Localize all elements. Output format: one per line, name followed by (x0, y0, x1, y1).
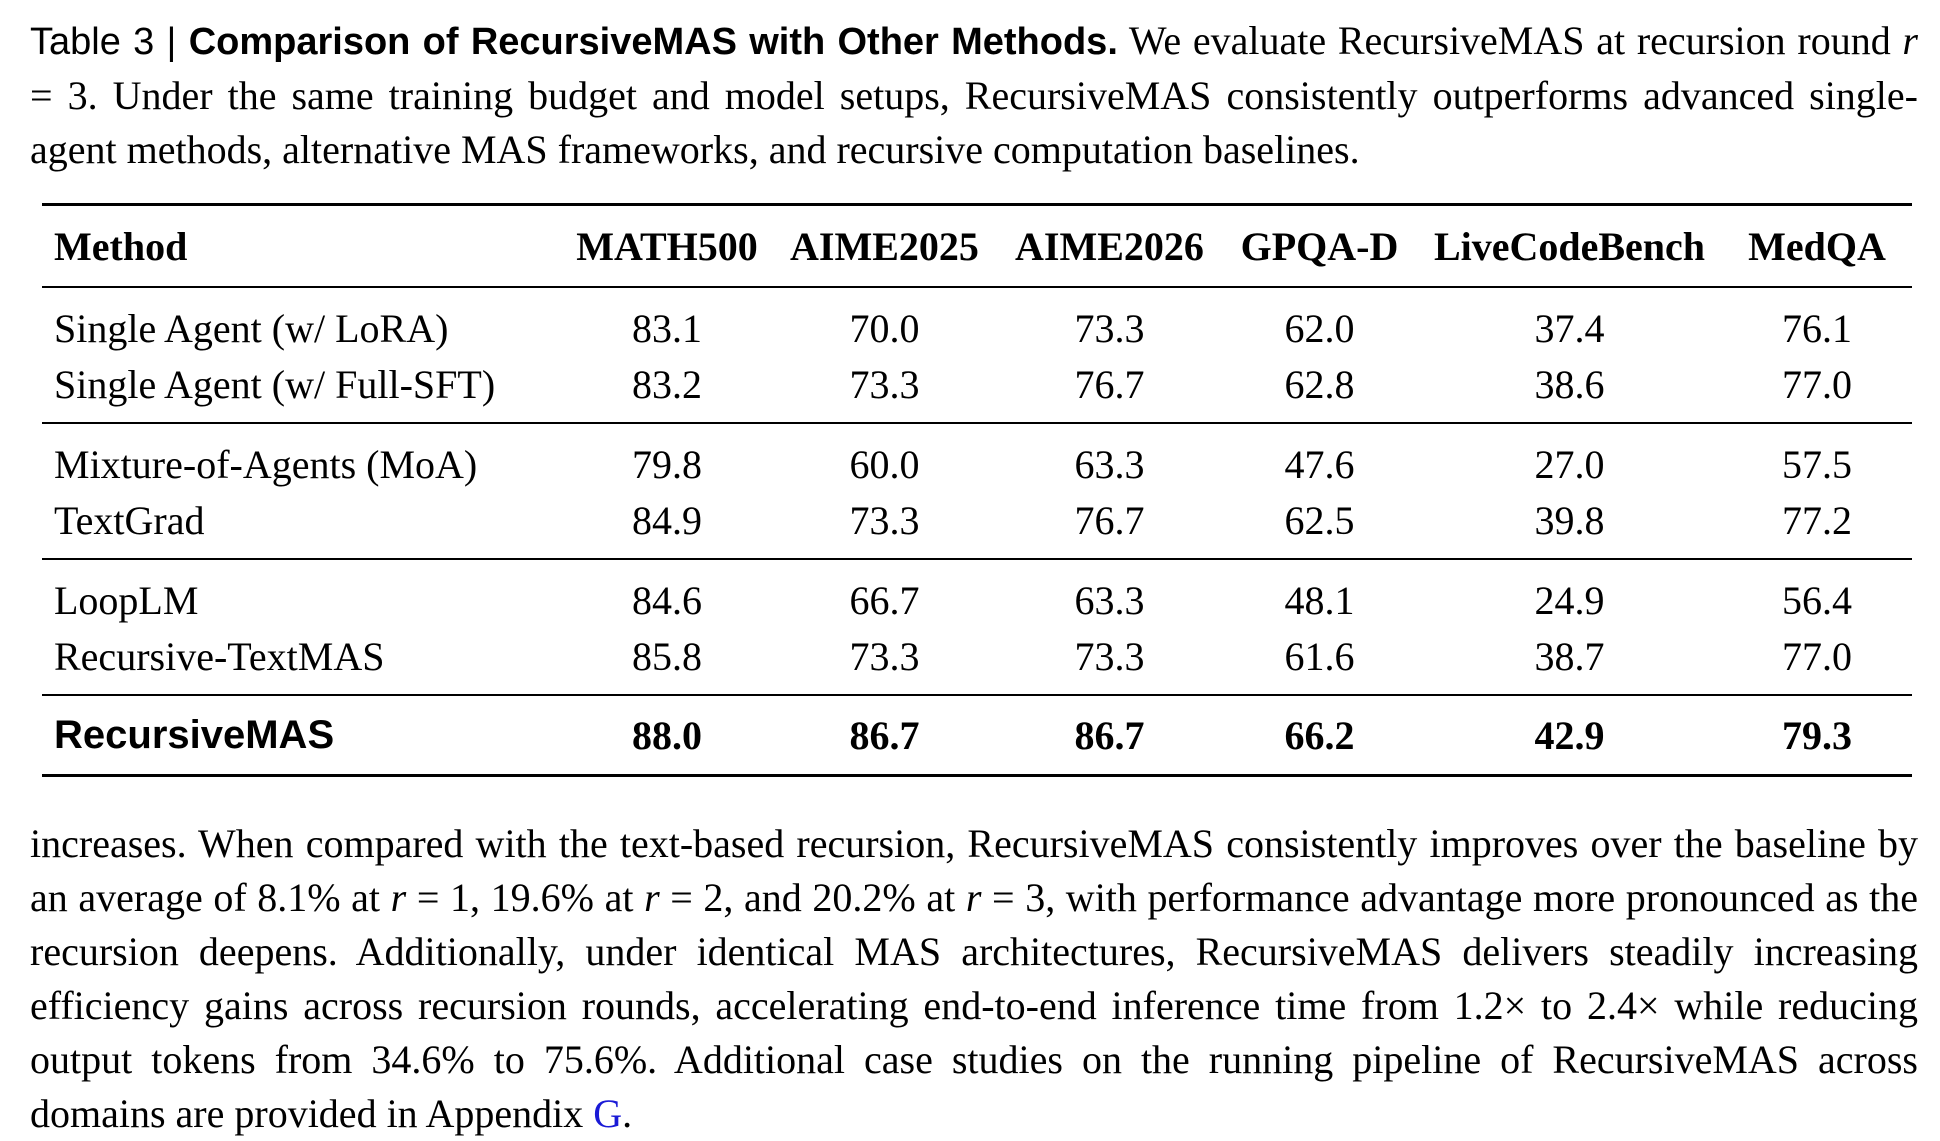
method-cell: RecursiveMAS (42, 695, 562, 777)
column-header: AIME2025 (772, 203, 997, 288)
body-text-5: . (622, 1091, 633, 1136)
table-header: Method MATH500 AIME2025 AIME2026 GPQA-D LiveC… (42, 203, 1912, 288)
header-row: Method MATH500 AIME2025 AIME2026 GPQA-D LiveC… (42, 203, 1912, 288)
caption-variable-r: r (1902, 18, 1918, 63)
score-cell: 66.2 (1222, 695, 1417, 777)
score-cell: 84.9 (562, 492, 772, 560)
score-cell: 79.3 (1722, 695, 1912, 777)
table-row: RecursiveMAS 88.0 86.7 86.7 66.2 42.9 79.3 (42, 695, 1912, 777)
score-cell: 77.0 (1722, 356, 1912, 424)
score-cell: 86.7 (997, 695, 1222, 777)
body-variable-r-1: r (390, 875, 407, 920)
score-cell: 48.1 (1284, 577, 1355, 623)
score-cell: 42.9 (1417, 695, 1722, 777)
table-row: Single Agent (w/ Full-SFT) 83.2 73.3 76.7 62… (42, 356, 1912, 424)
method-cell: Mixture-of-Agents (MoA) (54, 441, 478, 487)
method-cell: Single Agent (w/ LoRA) (54, 305, 449, 351)
score-cell: 77.2 (1722, 492, 1912, 560)
appendix-link[interactable]: G (593, 1091, 623, 1136)
score-cell: 73.3 (772, 492, 997, 560)
score-cell: 73.3 (772, 356, 997, 424)
caption-text-2: = 3. Under the same training budget and … (30, 73, 1918, 172)
table-body: Single Agent (w/ LoRA) 83.1 70.0 73.3 62.0 37… (42, 287, 1912, 777)
table-caption: Table 3 | Comparison of RecursiveMAS wit… (30, 14, 1918, 177)
score-cell: 83.1 (632, 305, 702, 351)
score-cell: 56.4 (1782, 577, 1852, 623)
score-cell: 76.1 (1782, 305, 1852, 351)
score-cell: 37.4 (1534, 305, 1605, 351)
score-cell: 79.8 (632, 441, 702, 487)
body-variable-r-3: r (965, 875, 982, 920)
score-cell: 73.3 (772, 628, 997, 696)
score-cell: 57.5 (1782, 441, 1852, 487)
table-row: Single Agent (w/ LoRA) 83.1 70.0 73.3 62.0 37… (42, 287, 1912, 356)
score-cell: 47.6 (1284, 441, 1355, 487)
score-cell: 62.5 (1222, 492, 1417, 560)
score-cell: 76.7 (997, 356, 1222, 424)
method-cell: Recursive-TextMAS (42, 628, 562, 696)
score-cell: 77.0 (1722, 628, 1912, 696)
caption-label: Table 3 | (30, 21, 189, 63)
body-text-3: = 2, and 20.2% at (659, 875, 966, 920)
score-cell: 86.7 (772, 695, 997, 777)
score-cell: 27.0 (1534, 441, 1605, 487)
score-cell: 61.6 (1222, 628, 1417, 696)
score-cell: 38.6 (1417, 356, 1722, 424)
column-header: MedQA (1722, 203, 1912, 288)
score-cell: 84.6 (632, 577, 702, 623)
body-text-2: = 1, 19.6% at (406, 875, 645, 920)
score-cell: 63.3 (1074, 577, 1145, 623)
caption-text-1: We evaluate RecursiveMAS at recursion ro… (1117, 18, 1903, 63)
column-header: MATH500 (562, 203, 772, 288)
score-cell: 24.9 (1534, 577, 1605, 623)
body-variable-r-2: r (644, 875, 660, 920)
score-cell: 39.8 (1417, 492, 1722, 560)
score-cell: 60.0 (849, 441, 920, 487)
column-header: GPQA-D (1222, 203, 1417, 288)
table-row: TextGrad 84.9 73.3 76.7 62.5 39.8 77.2 (42, 492, 1912, 560)
score-cell: 73.3 (1074, 305, 1145, 351)
method-cell: Single Agent (w/ Full-SFT) (42, 356, 562, 424)
score-cell: 62.8 (1222, 356, 1417, 424)
score-cell: 85.8 (562, 628, 772, 696)
score-cell: 66.7 (849, 577, 920, 623)
table-row: LoopLM 84.6 66.7 63.3 48.1 24.9 56.4 (42, 559, 1912, 628)
score-cell: 63.3 (1074, 441, 1145, 487)
body-text-1: increases. When compared with the text-b… (30, 821, 1918, 920)
score-cell: 88.0 (562, 695, 772, 777)
method-cell: TextGrad (42, 492, 562, 560)
column-header: AIME2026 (997, 203, 1222, 288)
score-cell: 76.7 (997, 492, 1222, 560)
body-text-4: = 3, with performance advantage more pro… (30, 875, 1919, 1136)
method-cell: LoopLM (54, 577, 199, 623)
score-cell: 73.3 (997, 628, 1222, 696)
column-header: Method (42, 203, 562, 288)
table-row: Recursive-TextMAS 85.8 73.3 73.3 61.6 38.7 77.… (42, 628, 1912, 696)
score-cell: 70.0 (849, 305, 920, 351)
score-cell: 38.7 (1417, 628, 1722, 696)
page: Table 3 | Comparison of RecursiveMAS wit… (30, 0, 1918, 1141)
column-header: LiveCodeBench (1417, 203, 1722, 288)
body-paragraph: increases. When compared with the text-b… (30, 817, 1918, 1141)
results-table: Method MATH500 AIME2025 AIME2026 GPQA-D LiveC… (42, 203, 1912, 777)
caption-title: Comparison of RecursiveMAS with Other Me… (188, 21, 1118, 63)
table-row: Mixture-of-Agents (MoA) 79.8 60.0 63.3 47.6 2… (42, 423, 1912, 492)
score-cell: 83.2 (562, 356, 772, 424)
score-cell: 62.0 (1284, 305, 1355, 351)
